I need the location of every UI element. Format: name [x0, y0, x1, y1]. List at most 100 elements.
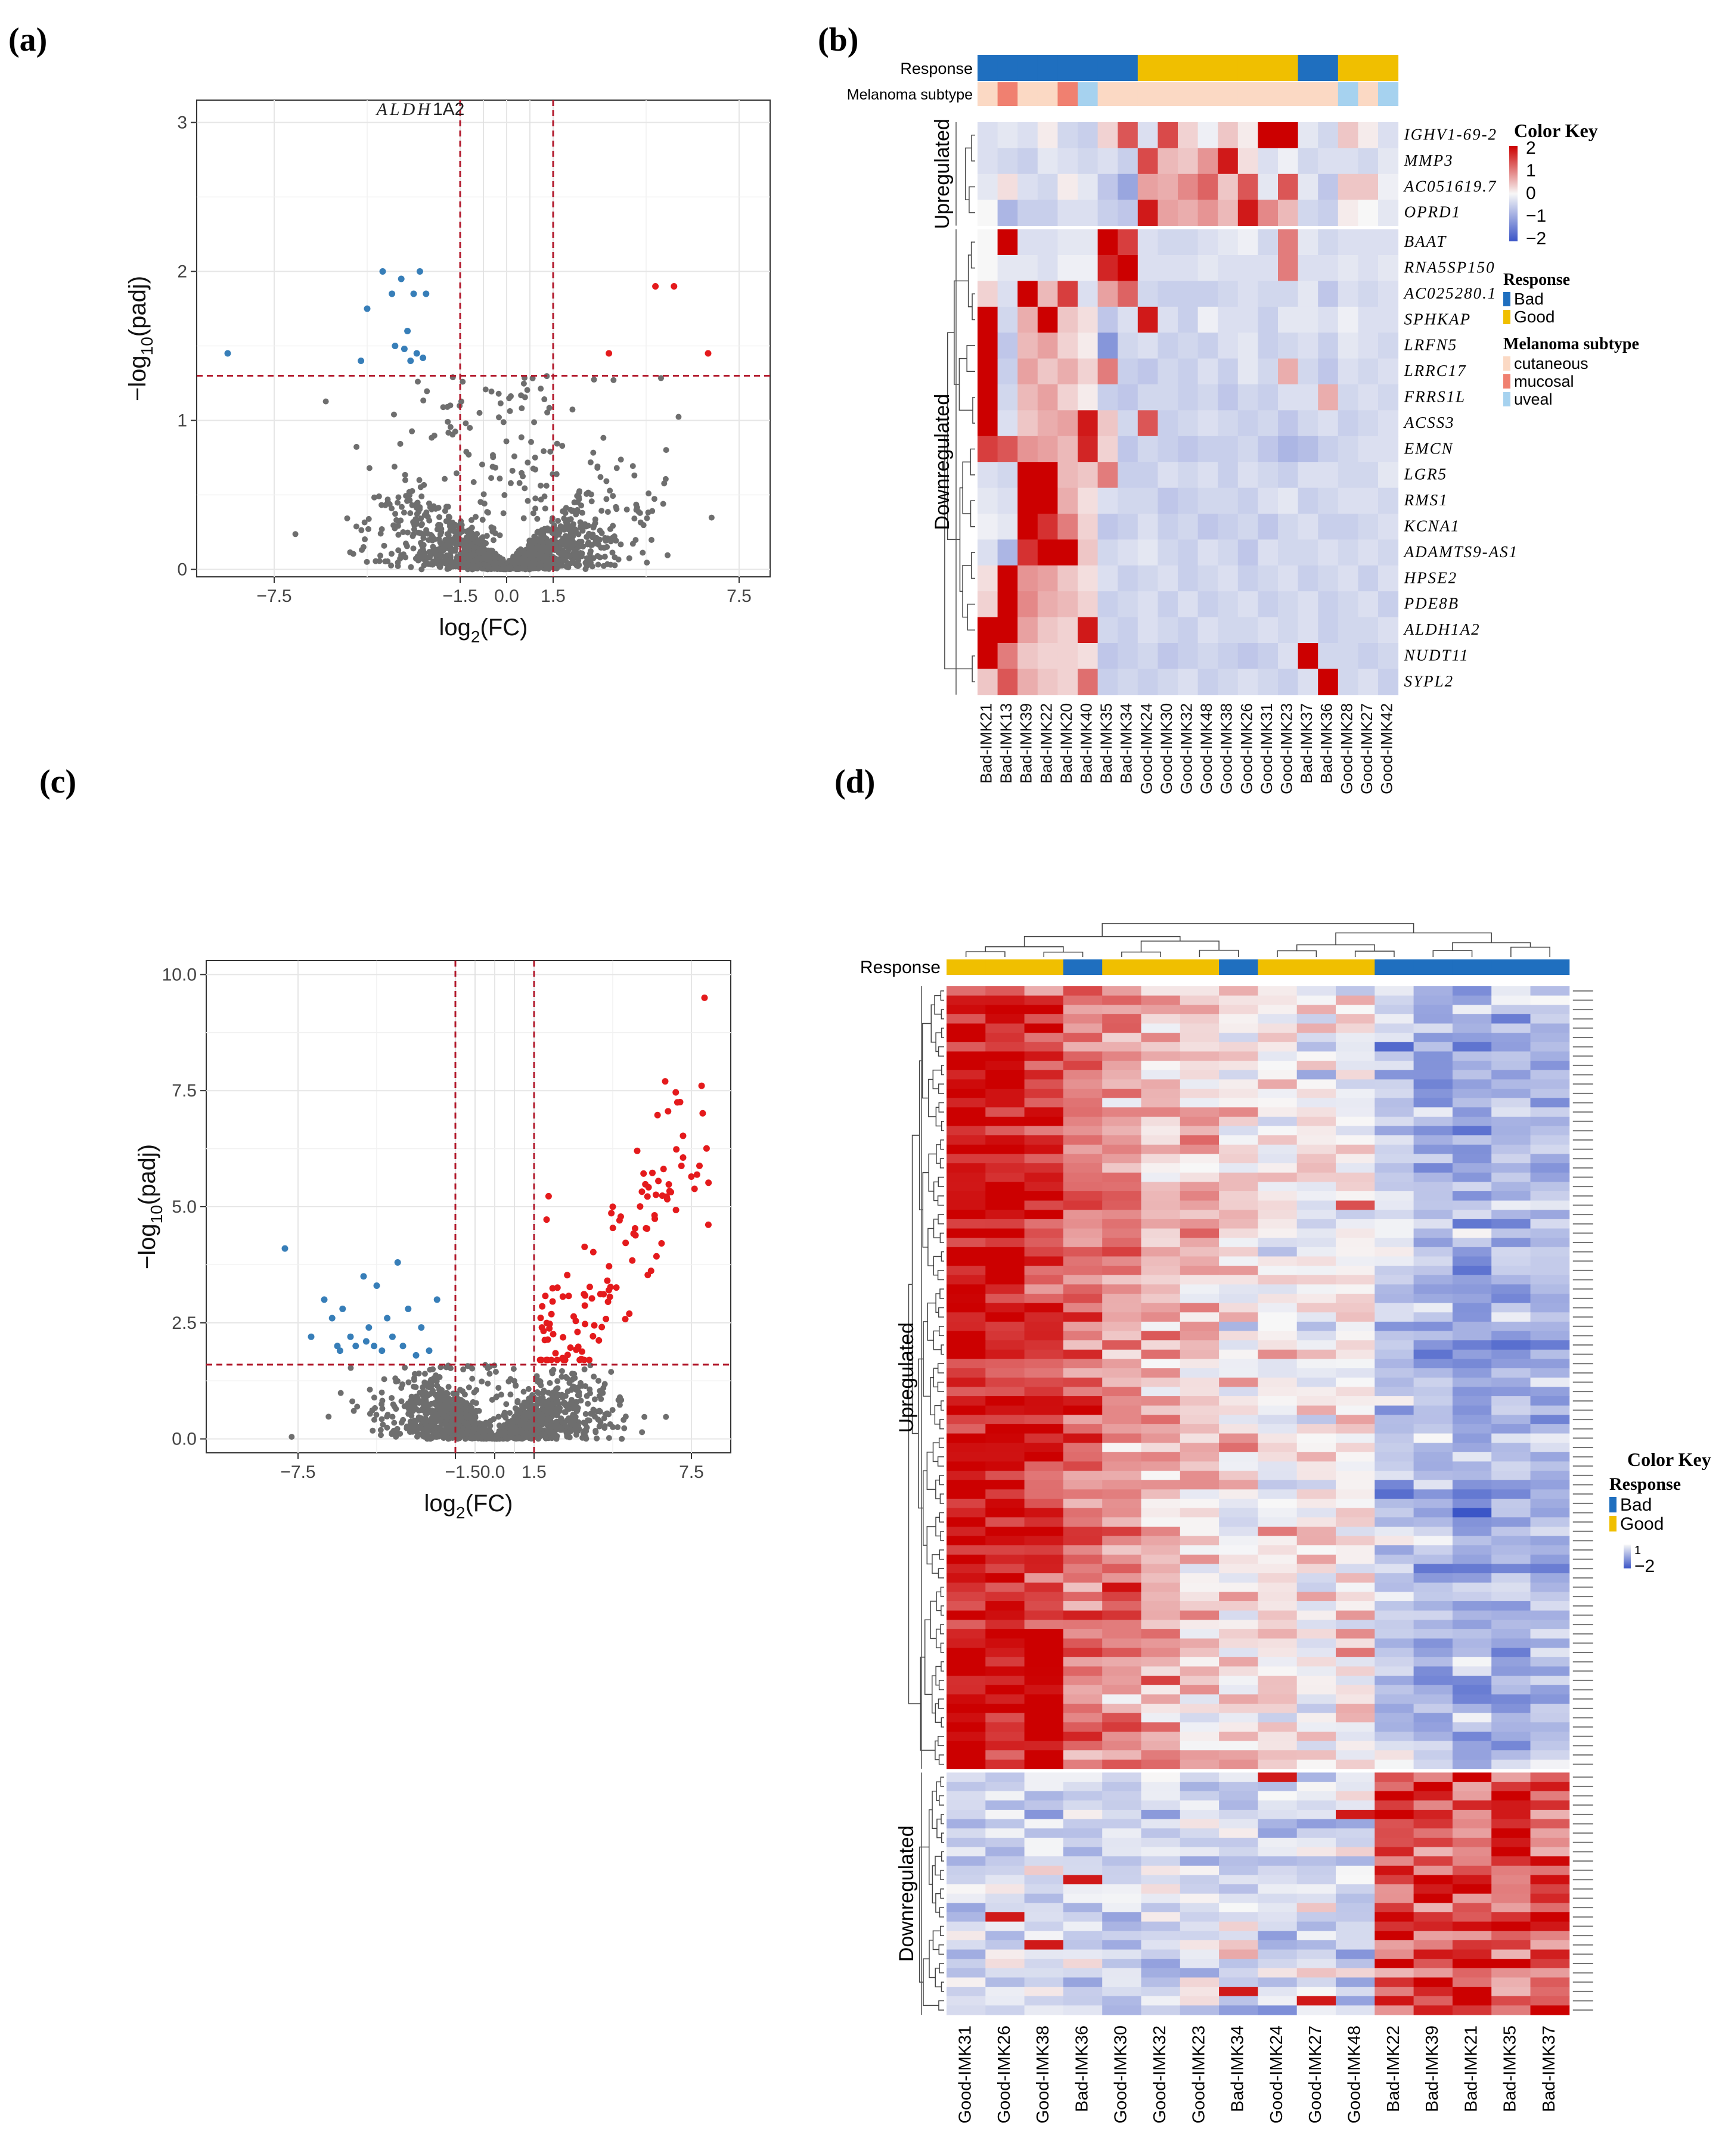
heatmap-cell — [1102, 1359, 1141, 1369]
heatmap-cell — [1219, 1228, 1258, 1238]
x-axis-title: log2(FC) — [439, 614, 528, 646]
heatmap-cell — [1237, 333, 1258, 359]
heatmap-cell — [1336, 1144, 1375, 1154]
heatmap-cell — [1180, 1471, 1220, 1481]
heatmap-cell — [985, 995, 1025, 1005]
heatmap-cell — [1530, 1443, 1570, 1453]
heatmap-cell — [1180, 1079, 1220, 1089]
dendrogram-branch — [970, 500, 975, 527]
heatmap-cell — [1298, 200, 1318, 226]
heatmap-cell — [1017, 306, 1038, 333]
heatmap-cell — [1137, 229, 1158, 256]
row-group-label-down: Downregulated — [931, 394, 954, 530]
heatmap-cell — [1137, 173, 1158, 200]
heatmap-cell — [1413, 1377, 1453, 1387]
heatmap-cell — [1278, 229, 1299, 256]
panel-label-a: (a) — [8, 21, 47, 58]
heatmap-cell — [1318, 333, 1339, 359]
heatmap-cell — [1452, 1489, 1492, 1499]
column-label: Good-IMK24 — [1137, 703, 1155, 794]
up-point — [550, 1331, 557, 1338]
y-tick-label: 0 — [177, 560, 187, 580]
ns-point — [610, 493, 616, 499]
ns-point — [492, 555, 498, 561]
ns-point — [519, 470, 525, 476]
up-point — [559, 1293, 566, 1300]
heatmap-cell — [1063, 1349, 1103, 1359]
ns-point — [427, 1379, 433, 1385]
ns-point — [574, 1407, 581, 1413]
heatmap-cell — [1491, 1275, 1531, 1285]
heatmap-cell — [1102, 1443, 1141, 1453]
heatmap-cell — [1296, 1154, 1336, 1164]
up-point — [622, 1239, 629, 1247]
heatmap-cell — [1358, 565, 1379, 592]
ns-point — [404, 1423, 410, 1430]
heatmap-cell — [1298, 358, 1318, 385]
heatmap-cell — [1336, 1452, 1375, 1462]
heatmap-cell — [1141, 1070, 1181, 1080]
heatmap-cell — [1296, 1238, 1336, 1248]
ns-point — [411, 1371, 418, 1377]
ns-point — [376, 493, 382, 499]
heatmap-cell — [1024, 1303, 1064, 1313]
heatmap-cell — [1102, 1154, 1141, 1164]
heatmap-cell — [1375, 1294, 1414, 1304]
up-point — [559, 1355, 566, 1362]
ns-point — [591, 1374, 597, 1380]
heatmap-cell — [997, 514, 1018, 540]
heatmap-cell — [1178, 173, 1199, 200]
heatmap-cell — [1258, 1033, 1298, 1043]
down-point — [336, 1347, 343, 1355]
ns-point — [507, 1433, 514, 1439]
heatmap-cell — [1178, 436, 1199, 462]
heatmap-cell — [1258, 1144, 1298, 1154]
heatmap-cell — [1296, 1480, 1336, 1490]
heatmap-cell — [1197, 173, 1218, 200]
ns-point — [579, 510, 585, 516]
heatmap-cell — [1336, 1387, 1375, 1397]
heatmap-cell — [1452, 1005, 1492, 1015]
heatmap-cell — [1017, 462, 1038, 489]
heatmap-cell — [1063, 1061, 1103, 1071]
ns-point — [618, 541, 624, 548]
heatmap-cell — [1378, 617, 1399, 644]
heatmap-cell — [1452, 1172, 1492, 1182]
heatmap-cell — [985, 1303, 1025, 1313]
ns-point — [414, 511, 420, 517]
ns-point — [392, 511, 399, 517]
heatmap-cell — [1413, 1368, 1453, 1378]
x-axis-title-tail: (FC) — [466, 1490, 513, 1517]
heatmap-cell — [1413, 1144, 1453, 1154]
heatmap-cell — [947, 1107, 986, 1117]
heatmap-cell — [1178, 148, 1199, 175]
heatmap-cell — [1180, 1135, 1220, 1145]
heatmap-cell — [1180, 1144, 1220, 1154]
heatmap-cell — [1491, 1154, 1531, 1164]
heatmap-cell — [1336, 1284, 1375, 1294]
heatmap-cell — [1057, 148, 1078, 175]
heatmap-cell — [1158, 229, 1178, 256]
ns-point — [495, 1413, 502, 1420]
heatmap-cell — [985, 1061, 1025, 1071]
heatmap-cell — [1336, 1349, 1375, 1359]
heatmap-cell — [1258, 1098, 1298, 1108]
down-points — [281, 1245, 440, 1359]
subtype-cell — [1237, 82, 1258, 106]
ns-point — [559, 1394, 566, 1401]
ns-point — [581, 1366, 588, 1372]
heatmap-cell — [997, 200, 1018, 226]
up-point — [701, 994, 708, 1001]
heatmap-cell — [985, 1312, 1025, 1322]
ns-point — [437, 531, 443, 538]
up-point — [660, 1166, 667, 1173]
subtype-cell — [1097, 82, 1118, 106]
heatmap-cell — [1413, 1303, 1453, 1313]
heatmap-cell — [947, 1433, 986, 1443]
ns-point — [620, 1416, 627, 1423]
heatmap-cell — [1063, 1294, 1103, 1304]
heatmap-cell — [1102, 1182, 1141, 1192]
heatmap-cell — [1413, 1116, 1453, 1127]
ns-point — [377, 1427, 384, 1433]
heatmap-cell — [1258, 1433, 1298, 1443]
